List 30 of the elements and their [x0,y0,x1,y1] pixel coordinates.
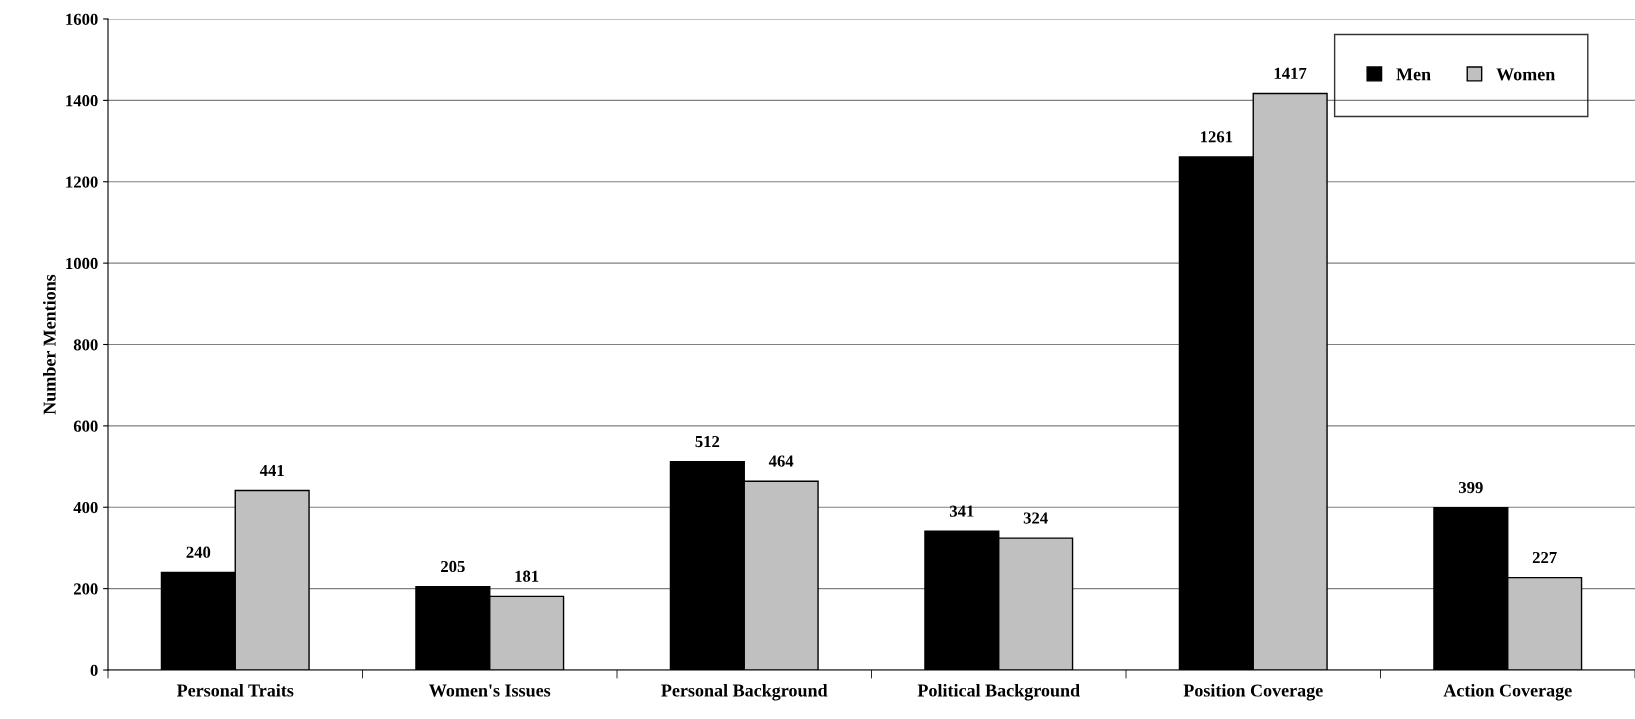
data-label: 512 [695,435,720,448]
y-tick-label: 1200 [66,176,98,188]
data-label: 205 [441,560,465,573]
x-tick-label: Action Coverage [1443,683,1572,701]
y-tick-label: 400 [73,501,98,514]
x-tick-label: Women's Issues [429,684,551,697]
data-label: 181 [515,570,539,582]
y-tick-label: 0 [90,664,98,676]
data-label: 324 [1023,512,1048,524]
legend-label: Women [1496,68,1556,81]
y-tick-label: 1600 [66,13,98,25]
data-label: 464 [768,455,794,467]
data-label: 227 [1532,551,1557,563]
data-label: 240 [186,546,211,558]
data-label: 399 [1458,481,1483,494]
y-tick-label: 800 [73,339,98,351]
y-axis-title: Number Mentions [43,274,56,415]
data-label: 1261 [1201,131,1233,143]
data-label: 341 [949,505,974,517]
x-tick-label: Position Coverage [1183,683,1323,701]
y-tick-label: 1000 [66,257,98,270]
x-tick-label: Personal Traits [176,683,294,697]
y-tick-label: 1400 [66,95,98,107]
x-tick-label: Personal Background [661,683,828,701]
data-label: 1417 [1274,67,1307,79]
x-tick-label: Political Background [917,683,1080,701]
y-tick-label: 600 [73,420,98,432]
data-label: 441 [259,464,284,476]
y-tick-label: 200 [73,583,98,595]
legend-label: Men [1396,68,1431,81]
